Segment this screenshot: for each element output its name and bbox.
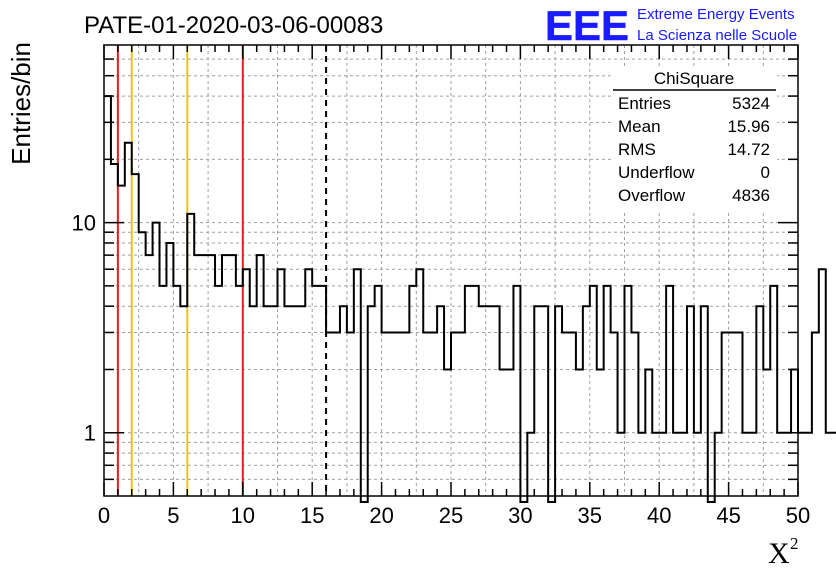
- x-axis-label-superscript: 2: [790, 534, 799, 553]
- x-axis-label-symbol: X: [768, 537, 790, 570]
- x-tick-label: 35: [578, 503, 602, 528]
- eee-logo: EEE Extreme Energy Events La Scienza nel…: [545, 2, 797, 50]
- stats-label: Mean: [618, 117, 661, 136]
- x-tick-label: 20: [369, 503, 393, 528]
- stats-title: ChiSquare: [654, 69, 734, 88]
- stats-label: Entries: [618, 94, 671, 113]
- x-tick-labels: 0 5 10 15 20 25 30 35 40 45 50: [98, 503, 810, 528]
- y-tick-labels: 1 10: [72, 211, 96, 446]
- logo-mark: EEE: [545, 2, 629, 49]
- axis-ticks: [103, 45, 799, 496]
- stats-value: 0: [761, 163, 770, 182]
- x-tick-label: 0: [98, 503, 110, 528]
- x-tick-label: 10: [231, 503, 255, 528]
- logo-line2: La Scienza nelle Scuole: [637, 27, 797, 44]
- stats-rows: Entries 5324 Mean 15.96 RMS 14.72 Underflow 0 Ov…: [618, 94, 770, 205]
- x-tick-label: 15: [300, 503, 324, 528]
- stats-value: 14.72: [727, 140, 770, 159]
- stats-box: ChiSquare Entries 5324 Mean 15.96 RMS 14.72 Un…: [611, 66, 777, 210]
- y-tick-label: 10: [72, 211, 96, 236]
- stats-label: Underflow: [618, 163, 695, 182]
- x-tick-label: 50: [786, 503, 810, 528]
- y-tick-label: 1: [84, 421, 96, 446]
- stats-value: 5324: [732, 94, 770, 113]
- stats-value: 4836: [732, 186, 770, 205]
- x-tick-label: 5: [167, 503, 179, 528]
- x-tick-label: 30: [508, 503, 532, 528]
- x-tick-label: 25: [439, 503, 463, 528]
- x-axis-label: X 2: [768, 534, 799, 570]
- stats-value: 15.96: [727, 117, 770, 136]
- chart-title: PATE-01-2020-03-06-00083: [84, 12, 383, 39]
- histogram-line: [104, 95, 836, 503]
- stats-label: Overflow: [618, 186, 686, 205]
- x-tick-label: 40: [647, 503, 671, 528]
- x-tick-label: 45: [716, 503, 740, 528]
- logo-line1: Extreme Energy Events: [637, 6, 795, 23]
- y-axis-label: Entries/bin: [6, 42, 36, 165]
- stats-label: RMS: [618, 140, 656, 159]
